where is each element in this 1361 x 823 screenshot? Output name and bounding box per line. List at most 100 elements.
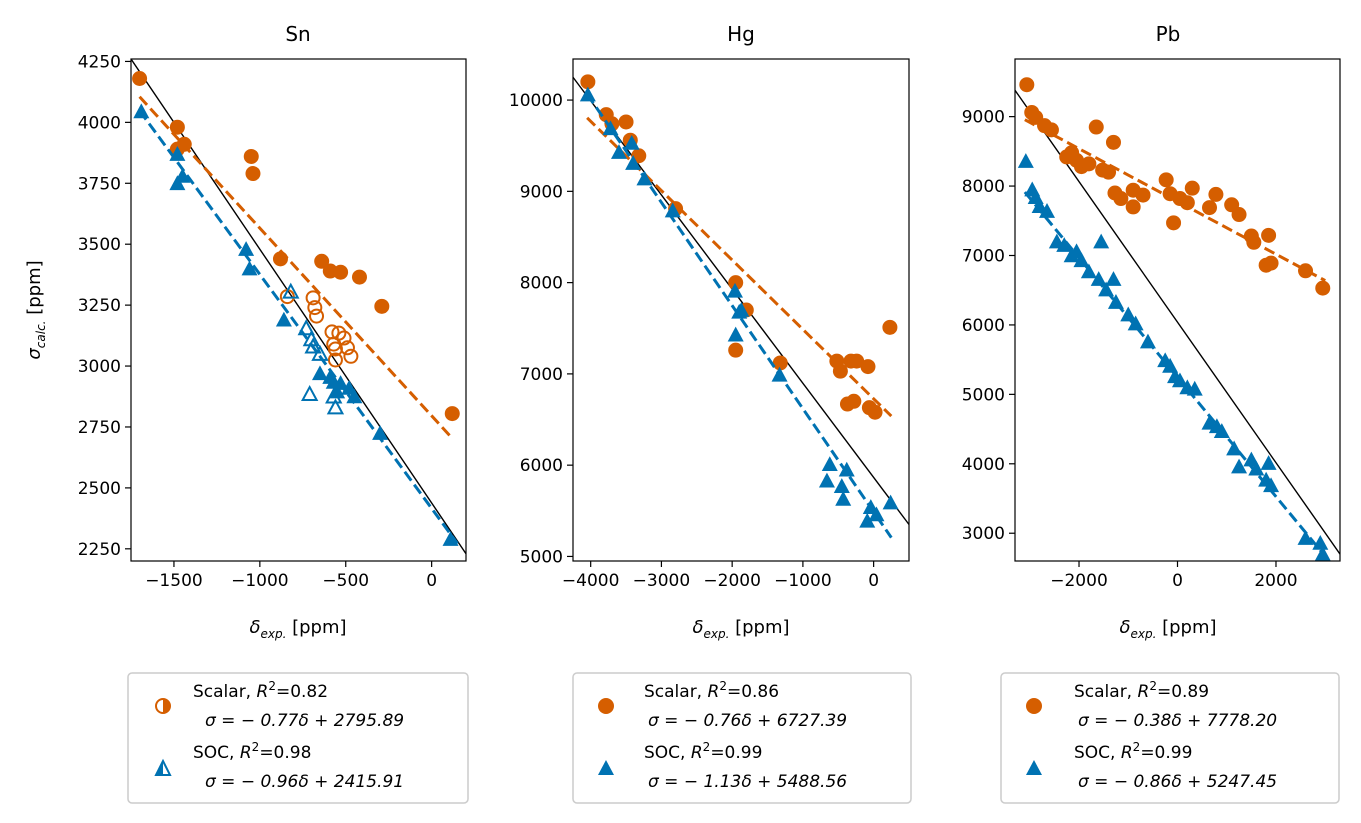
pb-legend: Scalar, R2=0.89 σ = − 0.38δ + 7778.20 SO… bbox=[1000, 672, 1340, 804]
sn-soc-point bbox=[372, 425, 389, 440]
sn-scalar-hollow-point bbox=[305, 290, 321, 306]
sn-y-axis-symbol: σ bbox=[24, 348, 45, 360]
hg-soc-point bbox=[625, 155, 642, 170]
pb-plot-area bbox=[1015, 77, 1340, 561]
sn-scalar-hollow-point bbox=[327, 352, 343, 368]
sn-y-tick-label: 2500 bbox=[78, 479, 121, 499]
hg-y-tick-label: 9000 bbox=[520, 182, 563, 202]
pb-legend-scalar-marker bbox=[1026, 698, 1042, 714]
pb-panel: Pb −2000 0 2000 3000 4000 5000 6000 7000 8000 900… bbox=[962, 22, 1341, 804]
pb-x-tick-label: 0 bbox=[1172, 571, 1183, 591]
hg-plot-area bbox=[573, 74, 909, 539]
pb-soc-fit-line bbox=[1023, 191, 1327, 558]
pb-x-tick-label: −2000 bbox=[1050, 571, 1108, 591]
hg-axes-frame bbox=[572, 58, 910, 562]
hg-soc-point bbox=[623, 134, 640, 150]
sn-soc-point bbox=[442, 531, 459, 546]
pb-soc-point bbox=[1248, 460, 1265, 476]
hg-x-tick-label: −4000 bbox=[562, 571, 620, 591]
pb-scalar-point bbox=[1043, 122, 1059, 138]
sn-x-axis-label: δexp. [ppm] bbox=[249, 617, 346, 641]
hg-soc-point bbox=[882, 494, 899, 510]
sn-soc-point bbox=[241, 260, 258, 276]
pb-y-tick-label: 8000 bbox=[962, 177, 1005, 197]
sn-soc-hollow-point bbox=[326, 398, 345, 415]
sn-soc-hollow-point bbox=[297, 319, 315, 336]
sn-soc-point bbox=[346, 388, 363, 404]
hg-y-tick-label: 7000 bbox=[520, 365, 563, 385]
pb-scalar-point bbox=[1101, 164, 1117, 180]
sn-legend-soc-name: SOC, bbox=[193, 743, 240, 763]
pb-soc-point bbox=[1120, 306, 1137, 322]
sn-x-axis-unit: [ppm] bbox=[286, 617, 346, 638]
hg-soc-point bbox=[602, 120, 619, 136]
sn-scalar-point bbox=[374, 298, 390, 314]
hg-legend-scalar-r2-symbol: R bbox=[708, 682, 720, 702]
sn-scalar-point bbox=[132, 70, 148, 86]
hg-legend-soc-r2-symbol: R bbox=[691, 743, 703, 763]
pb-soc-point bbox=[1297, 530, 1314, 545]
sn-y-axis-unit: [ppm] bbox=[24, 260, 45, 320]
sn-legend-scalar-r2-value: =0.82 bbox=[276, 682, 328, 702]
hg-reference-line bbox=[573, 76, 909, 525]
sn-y-axis-label: σcalc. [ppm] bbox=[24, 260, 48, 359]
pb-scalar-point bbox=[1202, 200, 1218, 216]
pb-scalar-point bbox=[1105, 134, 1121, 150]
hg-y-tick-label: 8000 bbox=[520, 274, 563, 294]
hg-title: Hg bbox=[727, 22, 755, 46]
sn-scalar-hollow-point bbox=[339, 340, 355, 356]
hg-scalar-point bbox=[772, 355, 788, 371]
sn-soc-fit-line bbox=[138, 109, 459, 545]
hg-soc-point bbox=[664, 202, 681, 218]
pb-soc-point bbox=[1098, 281, 1115, 297]
hg-legend-scalar-marker bbox=[598, 698, 614, 714]
sn-soc-hollow-point bbox=[300, 384, 319, 402]
sn-legend-soc-label: SOC, R2=0.98 bbox=[193, 740, 311, 763]
hg-scalar-point bbox=[849, 353, 865, 369]
hg-scalar-point bbox=[580, 74, 596, 90]
hg-soc-point bbox=[838, 461, 855, 477]
pb-soc-point bbox=[1127, 315, 1144, 331]
hg-y-tick-label: 6000 bbox=[520, 456, 563, 476]
pb-scalar-point bbox=[1231, 207, 1247, 223]
hg-x-tick-label: −3000 bbox=[633, 571, 691, 591]
hg-soc-point bbox=[610, 144, 627, 159]
pb-soc-point bbox=[1080, 263, 1097, 279]
pb-soc-point bbox=[1139, 333, 1156, 349]
hg-x-axis-label: δexp. [ppm] bbox=[692, 617, 789, 641]
hg-legend-scalar-name: Scalar, bbox=[644, 682, 708, 702]
pb-soc-point bbox=[1186, 380, 1203, 396]
sn-soc-hollow-point bbox=[282, 282, 300, 299]
pb-legend-soc-marker bbox=[1026, 760, 1042, 775]
pb-scalar-point bbox=[1019, 77, 1035, 93]
pb-soc-point bbox=[1312, 534, 1329, 550]
sn-scalar-point bbox=[314, 253, 330, 269]
hg-legend-scalar-equation: σ = − 0.76δ + 6727.39 bbox=[648, 711, 847, 731]
hg-x-tick-label: 0 bbox=[868, 571, 879, 591]
pb-legend-soc-label: SOC, R2=0.99 bbox=[1074, 740, 1192, 763]
hg-soc-point bbox=[727, 326, 744, 342]
sn-legend-soc-r2-value: =0.98 bbox=[259, 743, 311, 763]
hg-soc-point bbox=[868, 506, 885, 522]
hg-x-axis-subscript: exp. bbox=[703, 627, 729, 641]
pb-y-tick-label: 5000 bbox=[962, 385, 1005, 405]
sn-scalar-point bbox=[169, 119, 185, 135]
pb-soc-point bbox=[1073, 252, 1090, 268]
sn-scalar-point bbox=[444, 406, 460, 422]
sn-legend-scalar-label: Scalar, R2=0.82 bbox=[193, 679, 328, 702]
pb-soc-point bbox=[1056, 237, 1073, 252]
pb-scalar-point bbox=[1113, 191, 1129, 207]
pb-y-tick-label: 4000 bbox=[962, 455, 1005, 475]
pb-x-tick-label: 2000 bbox=[1254, 571, 1297, 591]
pb-scalar-point bbox=[1179, 195, 1195, 211]
pb-legend-scalar-name: Scalar, bbox=[1074, 682, 1138, 702]
hg-scalar-point bbox=[882, 319, 898, 335]
pb-legend-soc-equation: σ = − 0.86δ + 5247.45 bbox=[1078, 772, 1277, 792]
hg-legend-scalar-r2-value: =0.86 bbox=[727, 682, 779, 702]
pb-scalar-point bbox=[1208, 186, 1224, 202]
sn-scalar-point bbox=[272, 251, 288, 267]
sn-x-axis-symbol: δ bbox=[249, 617, 260, 638]
hg-soc-point bbox=[771, 366, 788, 382]
hg-legend-soc-name: SOC, bbox=[644, 743, 691, 763]
hg-soc-point bbox=[733, 302, 750, 317]
